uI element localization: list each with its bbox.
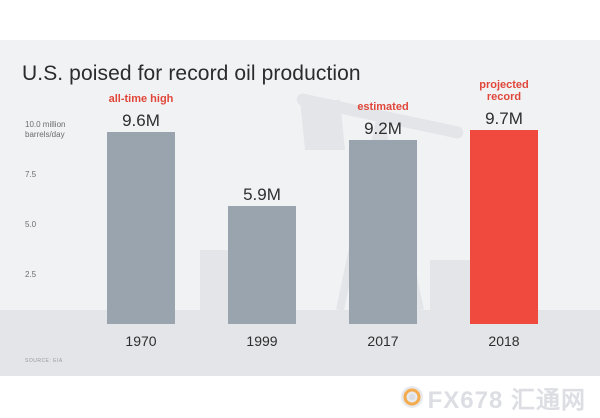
bar (228, 206, 296, 324)
fx678-logo-icon (400, 386, 423, 408)
annotation-label: projected (479, 79, 529, 91)
x-tick-label: 1999 (246, 333, 277, 349)
annotation-label: all-time high (109, 93, 174, 105)
watermark-text: FX678 汇通网 (427, 386, 586, 414)
chart-title: U.S. poised for record oil production (22, 62, 361, 85)
annotation-label: estimated (357, 101, 408, 113)
source-note: SOURCE: EIA (25, 358, 63, 364)
data-label: 9.6M (122, 111, 160, 130)
annotation-label: record (487, 91, 521, 103)
data-label: 9.7M (485, 109, 523, 128)
data-label: 9.2M (364, 119, 402, 138)
bar (470, 130, 538, 324)
y-axis-unit-label: 10.0 million (25, 120, 65, 129)
y-tick-label: 7.5 (25, 170, 37, 179)
y-tick-label: 2.5 (25, 270, 37, 279)
data-label: 5.9M (243, 185, 281, 204)
bar (107, 132, 175, 324)
y-axis-unit-label: barrels/day (25, 130, 65, 139)
x-tick-label: 2018 (488, 333, 519, 349)
y-tick-label: 5.0 (25, 220, 37, 229)
watermark: FX678 汇通网 (400, 382, 586, 414)
x-tick-label: 1970 (125, 333, 156, 349)
chart-card: U.S. poised for record oil production 2.… (0, 40, 600, 376)
bar (349, 140, 417, 324)
x-tick-label: 2017 (367, 333, 398, 349)
